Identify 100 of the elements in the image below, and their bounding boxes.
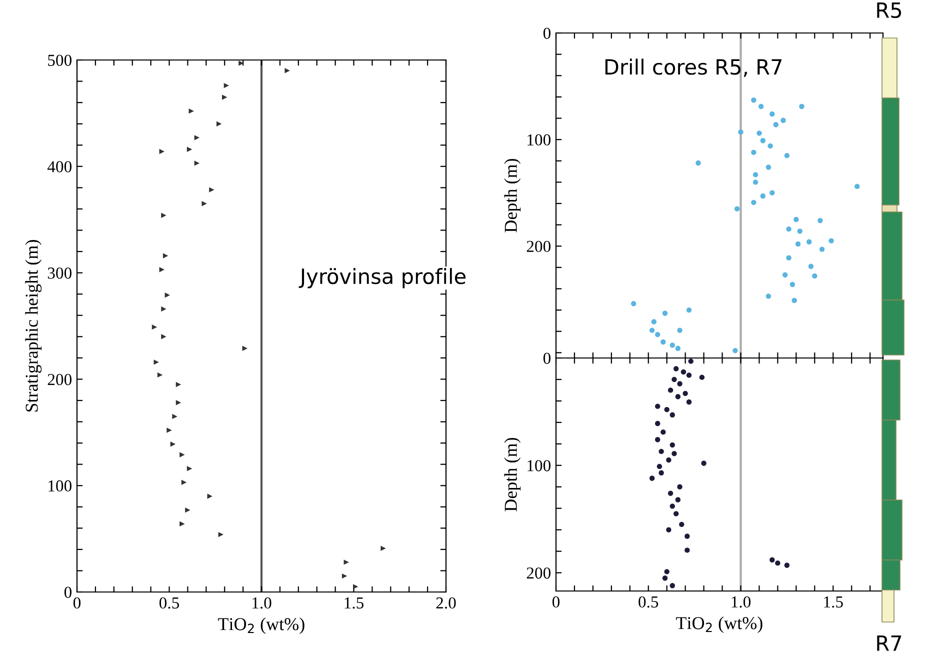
point (792, 298, 797, 304)
x-tick-label: 0.5 (638, 596, 658, 608)
point (784, 152, 790, 158)
point (828, 238, 834, 244)
point (738, 130, 744, 135)
point (352, 584, 358, 590)
point (181, 480, 187, 486)
text: R7 (877, 636, 902, 651)
point (161, 306, 166, 312)
point (164, 292, 170, 298)
x-tick-label: 2.0 (436, 597, 456, 609)
point (677, 328, 682, 333)
point (238, 60, 244, 66)
point (656, 464, 662, 470)
point (342, 573, 348, 579)
point (766, 164, 772, 170)
point (188, 108, 194, 114)
point (180, 452, 185, 458)
point (684, 534, 690, 539)
point (786, 226, 792, 232)
text: R5 (877, 2, 902, 18)
x-tick-label: 1.0 (252, 597, 272, 609)
point (701, 460, 706, 466)
point (686, 307, 692, 313)
point (186, 466, 192, 472)
y-axis-title: Depth (m) (504, 438, 521, 512)
point (664, 569, 670, 574)
point (670, 583, 675, 588)
y-tick-label: 200 (526, 240, 551, 252)
point (819, 246, 825, 252)
point (380, 546, 386, 551)
point (799, 104, 804, 110)
point (699, 374, 705, 380)
x-tick-label: 0 (73, 597, 81, 609)
point (666, 457, 672, 463)
point (655, 332, 660, 338)
y-tick-label: 200 (48, 374, 72, 386)
point (794, 216, 799, 222)
point (751, 150, 756, 155)
point (660, 339, 666, 345)
annotation: Jyrövinsa profile (298, 268, 466, 288)
point (795, 241, 801, 247)
point (180, 521, 185, 527)
point (679, 522, 684, 528)
point (666, 527, 672, 532)
point (670, 442, 675, 448)
point (670, 504, 675, 509)
point (682, 390, 688, 396)
point (207, 494, 212, 499)
point (216, 121, 222, 126)
x-axis-title: TiO$_{2}$ (wt%) (676, 616, 762, 633)
point (770, 111, 775, 117)
point (673, 511, 679, 516)
x-tick-label: 1.5 (824, 596, 843, 608)
point (176, 400, 182, 406)
point (686, 399, 692, 405)
point (677, 484, 682, 490)
point (194, 160, 200, 166)
y-tick-label: 0 (543, 352, 551, 364)
point (154, 360, 159, 365)
y-tick-label: 0 (64, 586, 72, 598)
point (157, 372, 163, 378)
point (675, 394, 681, 400)
point (673, 366, 679, 372)
x-tick-label: 0 (552, 596, 560, 608)
point (668, 388, 674, 393)
point (751, 200, 756, 206)
point (284, 68, 290, 74)
x-tick-label: 1.0 (732, 596, 751, 608)
point (209, 187, 214, 192)
x-tick-label: 1.5 (344, 597, 364, 609)
point (662, 310, 668, 316)
point (782, 272, 788, 278)
annotation: Drill cores R5, R7 (605, 58, 782, 77)
point (752, 180, 758, 185)
point (170, 442, 176, 447)
y-axis-title: Stratigraphic height (m) (25, 240, 42, 412)
point (734, 206, 740, 212)
point (854, 184, 860, 190)
point (242, 346, 248, 351)
point (790, 282, 796, 288)
point (780, 118, 786, 123)
point (668, 490, 674, 496)
point (752, 172, 758, 178)
point (786, 255, 792, 260)
point (670, 342, 675, 348)
point (677, 381, 682, 386)
point (162, 253, 168, 258)
point (760, 138, 766, 144)
y-tick-label: 100 (48, 480, 72, 492)
y-tick-label: 100 (528, 460, 551, 472)
point (655, 437, 660, 442)
point (224, 82, 230, 88)
point (684, 548, 690, 553)
point (649, 476, 655, 481)
point (651, 319, 657, 324)
point (186, 146, 192, 152)
point (784, 562, 790, 568)
point (818, 218, 823, 224)
point (775, 560, 780, 566)
